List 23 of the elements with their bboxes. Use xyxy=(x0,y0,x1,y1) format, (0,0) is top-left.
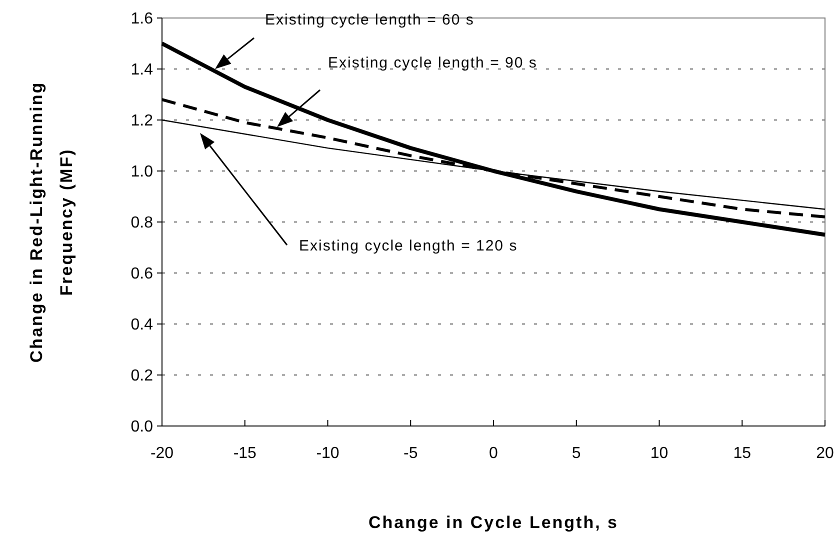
y-tick-label: 1.6 xyxy=(130,10,154,28)
y-tick-label: 0.6 xyxy=(130,266,154,283)
x-tick-label: -10 xyxy=(316,445,340,462)
annotation: Existing cycle length = 90 s xyxy=(328,54,538,72)
y-tick-label: 1.0 xyxy=(130,164,154,181)
x-axis-title: Change in Cycle Length, s xyxy=(368,513,619,532)
x-tick-label: 5 xyxy=(572,445,581,462)
y-tick-label: 1.4 xyxy=(130,62,154,79)
x-tick-label: 20 xyxy=(816,445,834,462)
x-tick-label: 0 xyxy=(489,445,498,462)
y-axis-title: Change in Red-Light-Running Frequency (MF) xyxy=(27,81,76,363)
y-tick-label: 0.8 xyxy=(130,214,154,232)
x-tick-label: -5 xyxy=(404,445,418,462)
y-tick-label: 0.2 xyxy=(130,368,154,385)
y-tick-label: 0.0 xyxy=(130,418,154,436)
y-tick-label: 0.4 xyxy=(130,316,154,334)
x-tick-label: -20 xyxy=(150,445,174,462)
x-tick-label: 15 xyxy=(733,445,752,462)
annotation: Existing cycle length = 60 s xyxy=(265,11,474,28)
x-tick-label: -15 xyxy=(233,445,257,462)
annotation: Existing cycle length = 120 s xyxy=(299,237,518,254)
y-tick-label: 1.2 xyxy=(130,112,154,130)
x-tick-label: 10 xyxy=(650,445,668,462)
